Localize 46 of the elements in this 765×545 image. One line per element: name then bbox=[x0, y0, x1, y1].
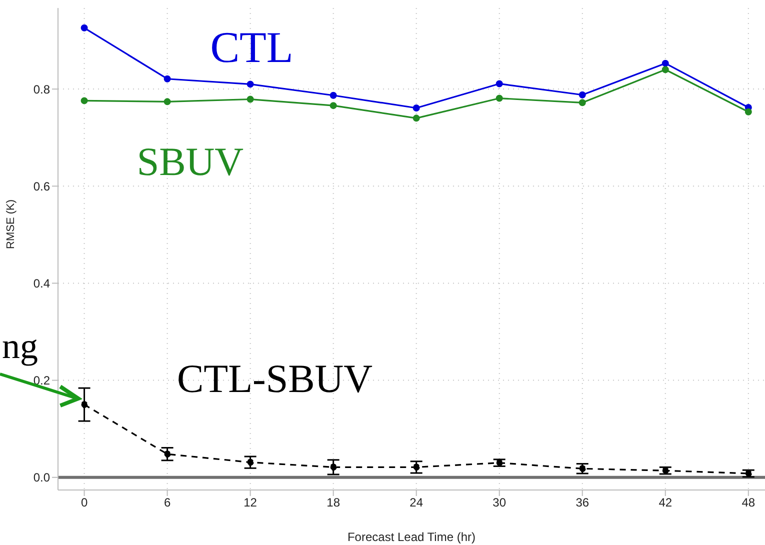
point bbox=[412, 114, 420, 122]
point bbox=[412, 104, 420, 112]
point bbox=[412, 464, 420, 471]
x-tick-label: 30 bbox=[492, 496, 506, 510]
point bbox=[246, 458, 254, 466]
y-tick-label: 0.0 bbox=[33, 470, 50, 485]
point bbox=[80, 24, 88, 32]
point bbox=[662, 66, 669, 74]
x-tick-label: 36 bbox=[576, 496, 590, 510]
x-tick-label: 42 bbox=[658, 496, 672, 510]
x-tick-label: 6 bbox=[164, 496, 171, 510]
x-tick-label: 12 bbox=[244, 496, 258, 510]
y-tick-label: 0.6 bbox=[33, 179, 50, 194]
y-axis-title: RMSE (K) bbox=[4, 200, 17, 249]
x-tick-label: 0 bbox=[80, 496, 88, 510]
series-label: CTL-SBUV bbox=[176, 356, 373, 401]
point bbox=[164, 98, 171, 106]
point bbox=[744, 470, 752, 477]
point bbox=[496, 94, 503, 102]
y-tick-label: 0.8 bbox=[33, 82, 50, 96]
text: ng bbox=[2, 326, 38, 366]
series-label: CTL bbox=[210, 22, 294, 72]
point bbox=[330, 92, 337, 99]
point bbox=[744, 108, 752, 116]
point bbox=[246, 96, 254, 103]
y-tick-label: 0.4 bbox=[33, 276, 50, 290]
point bbox=[164, 75, 171, 82]
x-tick-label: 48 bbox=[742, 496, 756, 510]
point bbox=[80, 401, 88, 408]
x-tick-label: 24 bbox=[410, 496, 424, 510]
point bbox=[80, 97, 88, 104]
point bbox=[330, 102, 337, 110]
point bbox=[662, 467, 669, 474]
point bbox=[578, 91, 586, 98]
series-label: SBUV bbox=[136, 138, 244, 184]
point bbox=[246, 80, 254, 88]
point bbox=[578, 99, 586, 106]
point bbox=[164, 450, 171, 458]
point bbox=[496, 80, 503, 88]
x-tick-label: 18 bbox=[326, 496, 340, 510]
point bbox=[662, 60, 669, 67]
y-tick-label: 0.2 bbox=[33, 374, 50, 388]
x-axis-title: Forecast Lead Time (hr) bbox=[347, 530, 476, 544]
point bbox=[496, 459, 503, 466]
point bbox=[578, 465, 586, 472]
point bbox=[330, 464, 337, 471]
